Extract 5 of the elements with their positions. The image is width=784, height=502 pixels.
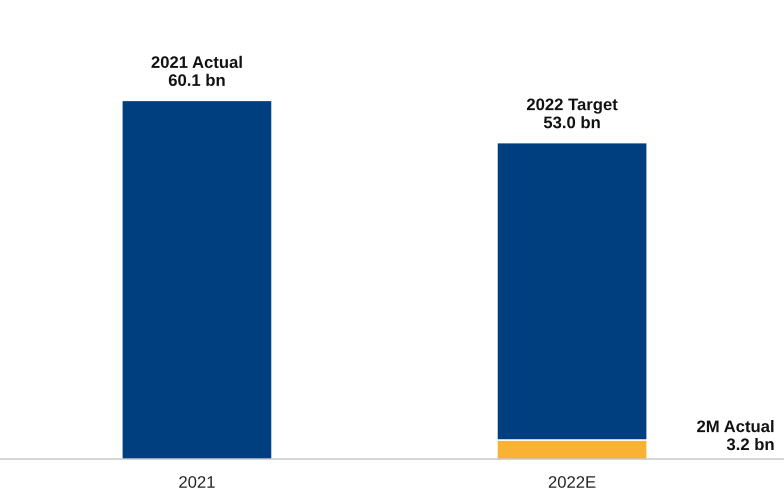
annotation: 2M Actual 3.2 bn <box>697 420 774 450</box>
annotation: 2021 Actual 60.1 bn <box>152 56 242 86</box>
x-tick-label: 2021 <box>179 476 215 488</box>
x-tick-label: 2022E <box>548 476 596 488</box>
annotation: 2022 Target 53.0 bn <box>526 98 618 128</box>
